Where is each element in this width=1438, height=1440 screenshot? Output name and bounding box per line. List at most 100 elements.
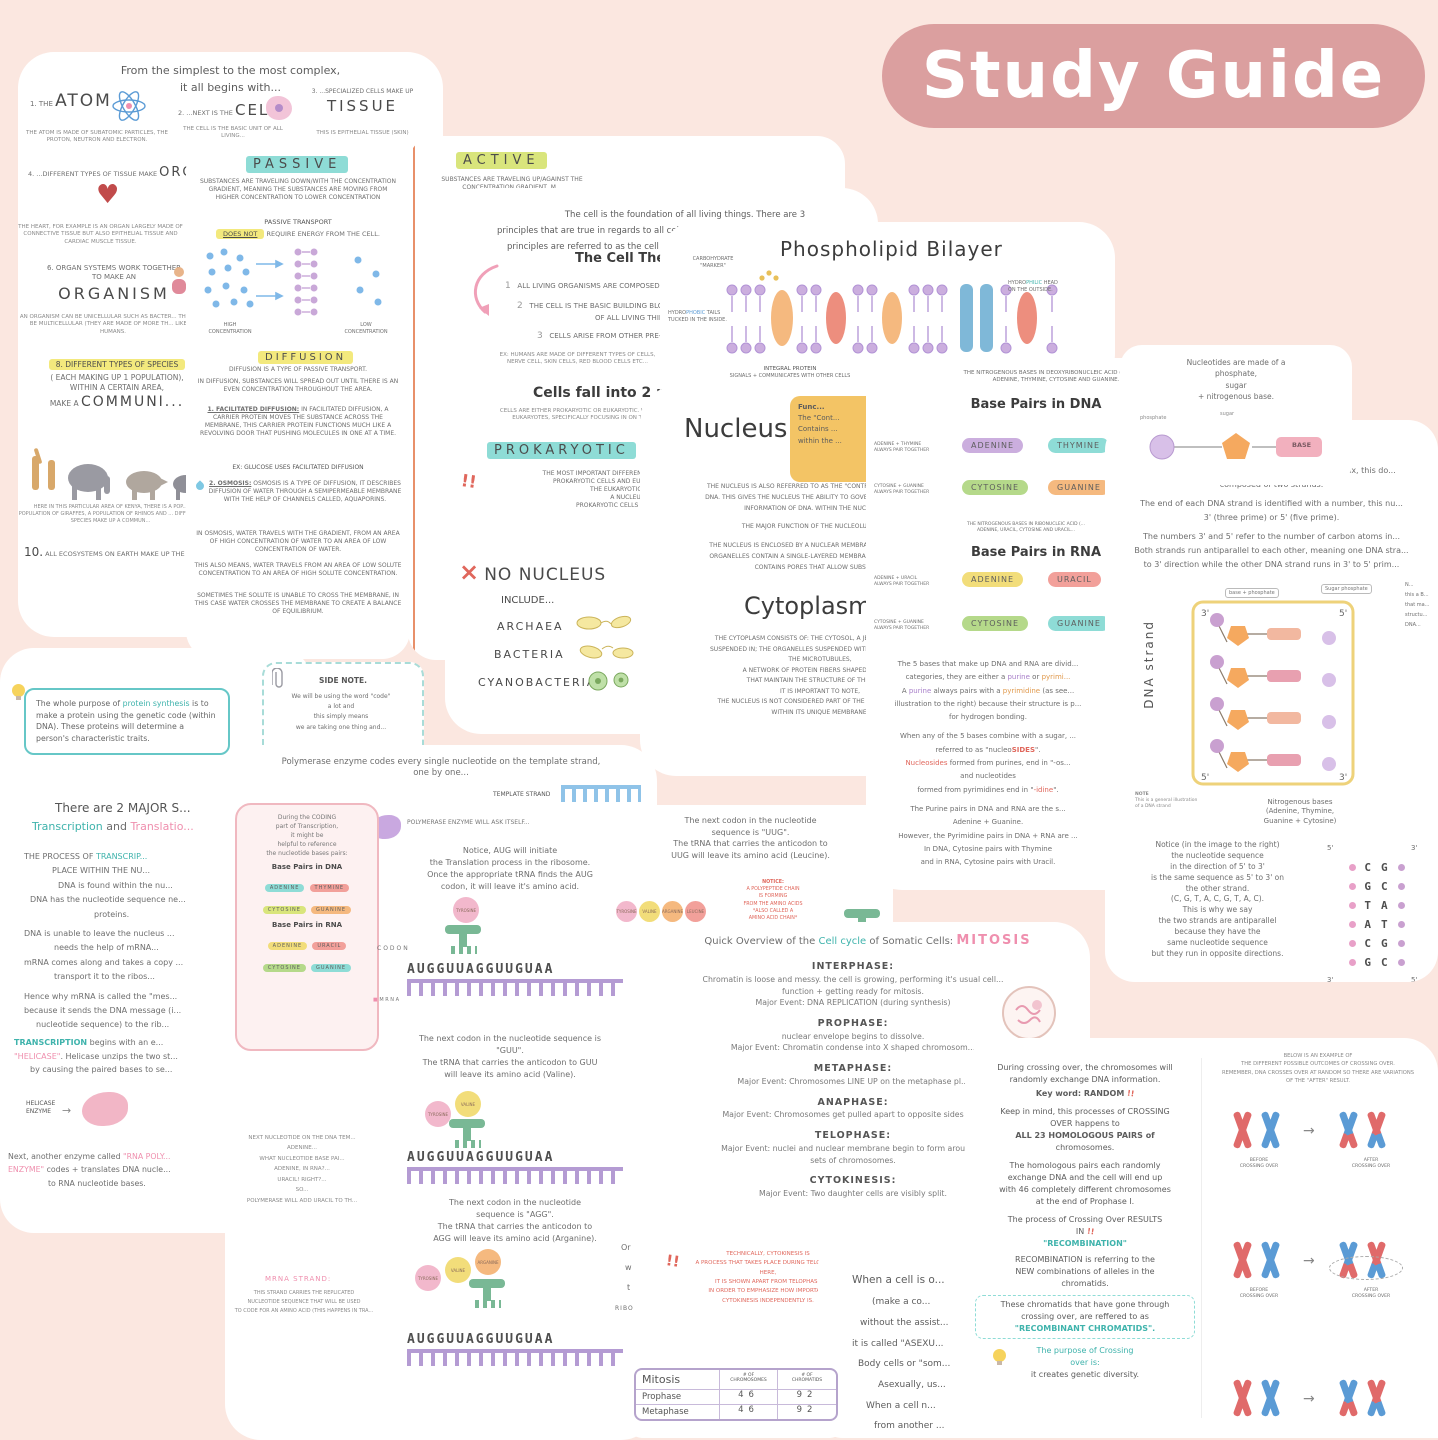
side-note-title: SIDE NOTE. — [319, 676, 367, 685]
nucleus-line: CONTAINS PORES THAT ALLOW SUBSTAN... — [754, 563, 884, 571]
arrow-right-icon: → — [1303, 1123, 1315, 1139]
leucine-circle: LEUCINE — [685, 901, 706, 922]
bp-seg: formed from purines, end in "-os... — [947, 759, 1071, 768]
integral-protein-label: INTEGRAL PROTEIN SIGNALS + COMMUNICATES … — [720, 366, 860, 380]
side-note-line: this simply means — [313, 713, 369, 721]
passive-title: PASSIVE — [246, 156, 349, 173]
item-tissue-body: THIS IS EPITHELIAL TISSUE (SKIN) — [316, 130, 409, 137]
x-mark-icon: × — [459, 558, 480, 586]
bp-intro-1: THE NITROGENOUS BASES IN DEOXYRIBONUCLEI… — [963, 370, 1149, 376]
mrna-comb-1 — [407, 979, 623, 996]
high-label: HIGH — [223, 322, 237, 328]
before-1: BEFORE — [1249, 1158, 1269, 1163]
prime-label: 5' — [1411, 976, 1418, 982]
phase-metaphase: METAPHASE: Major Event: Chromosomes LINE… — [658, 1063, 1048, 1088]
principle-2-text: THE CELL IS THE BASIC BUILDING BLOCK OF … — [529, 302, 718, 310]
example-header-line: THE DIFFERENT POSSIBLE OUTCOMES OF CROSS… — [1241, 1061, 1395, 1068]
base-letter: C — [1364, 861, 1373, 874]
curved-arrow-icon — [474, 264, 499, 316]
aug-line: Notice, AUG will initiate — [462, 846, 558, 855]
asexual-line: without the assist... — [860, 1317, 949, 1328]
phase-line: sets of chromosomes. — [810, 1155, 896, 1165]
pair-row: A T — [1327, 915, 1427, 934]
ps-line: DNA is found within the nu... — [58, 880, 173, 890]
nb-line: Guanine + Cytosine) — [1263, 816, 1337, 825]
nucleotide-diagram — [1149, 433, 1322, 460]
dna-note: NOTE This is a general illustration of a… — [1135, 792, 1225, 810]
rna-poly-word: "RNA POLY... — [123, 1152, 171, 1161]
bp-dna-title: Base Pairs in DNA — [970, 397, 1102, 412]
crossing-line: ALL 23 HOMOLOGOUS PAIRS of — [1015, 1131, 1155, 1140]
backbone-dot — [1349, 921, 1357, 928]
cyanobacteria-label: CYANOBACTERIA — [478, 676, 597, 689]
agg-line: AGG will leave its amino acid (Arganine)… — [433, 1234, 597, 1243]
before-2: CROSSING OVER — [1239, 1294, 1279, 1300]
osmosis: 2. OSMOSIS: OSMOSIS IS A TYPE OF DIFFUSI… — [208, 480, 402, 504]
poly-intro-2: one by one... — [413, 768, 469, 779]
bp-p-line: for hydrogen bonding. — [949, 713, 1027, 722]
nucleus-line: DNA. THIS GIVES THE NUCLEUS THE ABILITY … — [705, 493, 933, 501]
helicase-word: "HELICASE" — [14, 1051, 61, 1061]
base-letter: A — [1364, 918, 1373, 931]
item-biosphere: 10. ALL ECOSYSTEMS ON EARTH MAKE UP THE … — [24, 544, 208, 562]
table-header-chromatids: # OF CHROMATIDS — [778, 1370, 836, 1390]
next-line: NEXT NUCLEOTIDE ON THE DNA TEM... — [248, 1135, 356, 1141]
item-community-body: HERE IN THIS PARTICULAR AREA OF KENYA, T… — [18, 504, 203, 524]
table-cell: 92 — [778, 1390, 836, 1405]
item-biosphere-num: 10. — [24, 545, 44, 559]
antiparallel-sequence-figure: 5' 3' C G G C T A A — [1327, 844, 1427, 982]
item-biosphere-text: ALL ECOSYSTEMS ON EARTH MAKE UP THE — [45, 550, 185, 558]
notice-line: because they have the — [1174, 927, 1261, 936]
base-phosphate-label: base + phosphate — [1225, 588, 1279, 598]
archaea-doodle — [576, 615, 632, 630]
dna-intro-line: The end of each DNA strand is identified… — [1140, 498, 1403, 508]
next-line: SO... — [295, 1187, 309, 1194]
nucleus-line: INFORMATION OF DNA. WITHIN THE NUCLEUS, … — [744, 504, 894, 512]
ps-line: Next, another enzyme called "RNA POLY... — [8, 1150, 298, 1163]
uracil-pill: URACIL — [1048, 572, 1101, 587]
item-cell-body: THE CELL IS THE BASIC UNIT OF ALL LIVING… — [183, 126, 283, 140]
bp-seg: (as see... — [1040, 686, 1075, 695]
diffusion-p2: IN DIFFUSION, SUBSTANCES WILL SPREAD OUT… — [197, 378, 399, 394]
bp-p-line: and nucleotides — [960, 772, 1016, 781]
mrna-strand-line: TO CODE FOR AN AMINO ACID (THIS HAPPENS … — [234, 1308, 374, 1314]
pair-row: T A — [1327, 896, 1427, 915]
nucleus-line: ORGANELLES CONTAIN A SINGLE-LAYERED MEMB… — [709, 552, 929, 560]
bp-row-4-note: CYTOSINE + GUANINE ALWAYS PAIR TOGETHER — [874, 620, 952, 632]
nucleus-line: THE NUCLEUS IS ENCLOSED BY A NUCLEAR MEM… — [709, 542, 929, 550]
item-community-l4: MAKE A COMMUNI... — [32, 393, 202, 412]
mrna-strand-body: THIS STRAND CARRIES THE REPLICATED NUCLE… — [229, 1289, 379, 1316]
bp-seg: categories, they are either a — [905, 673, 1008, 682]
cytoplasm-line: WITHIN ITS UNIQUE MEMBRANE. — [771, 708, 869, 716]
bp-seg: ". — [1053, 785, 1059, 794]
helicase-paragraph: TRANSCRIPTION begins with an e... "HELIC… — [14, 1036, 294, 1077]
ref-line: it might be — [290, 832, 324, 839]
next-line: ADENINE... — [286, 1145, 318, 1152]
warning-icon: !! — [459, 471, 478, 493]
principle-2b: OF ALL LIVING THINGS. — [595, 314, 677, 322]
item-tissue: 3. ...SPECIALIZED CELLS MAKE UP TISSUE T… — [290, 88, 435, 138]
nucleotide-line: Nucleotides are made of a — [1186, 358, 1286, 367]
warn-line: TECHNICALLY, CYTOKINESIS IS — [726, 1251, 810, 1257]
integral-2: SIGNALS + COMMUNICATES WITH OTHER CELLS — [729, 373, 851, 380]
item-organism-pre: 6. ORGAN SYSTEMS WORK TOGETHER — [46, 264, 182, 272]
base-letter: C — [1381, 956, 1390, 969]
after-label: AFTER CROSSING OVER — [1329, 1158, 1413, 1170]
rna-poly-word: ENZYME" — [8, 1165, 45, 1175]
agg-line: The tRNA that carries the anticodon to — [437, 1222, 593, 1231]
notice-line: same nucleotide sequence — [1167, 937, 1268, 947]
phase-line: Major Event: Chromosomes get pulled apar… — [722, 1110, 984, 1120]
bp-p-line: A purine always pairs with a pyrimidine … — [872, 685, 1104, 698]
study-guide-banner: Study Guide — [882, 24, 1425, 128]
guanine-rna-pill: GUANINE — [1048, 616, 1110, 631]
ref-line: helpful to reference — [277, 841, 337, 848]
phase-line: Major Event: Chromosomes LINE UP on the … — [737, 1076, 969, 1086]
bacteria-doodle — [579, 645, 634, 659]
cytosine-rna-pill: CYTOSINE — [962, 616, 1028, 631]
sugar-phosphate-label: Sugar phosphate — [1321, 584, 1372, 594]
recombinant-word: "RECOMBINANT CHROMATIDS". — [1014, 1324, 1156, 1333]
rna-polymerase-paragraph: Next, another enzyme called "RNA POLY...… — [8, 1150, 298, 1190]
svg-text:5': 5' — [1339, 609, 1347, 619]
mitosis-phases: INTERPHASE: Chromatin is loose and messy… — [658, 952, 1048, 1200]
ref-cytosine-rna-pill: CYTOSINE — [262, 964, 306, 972]
